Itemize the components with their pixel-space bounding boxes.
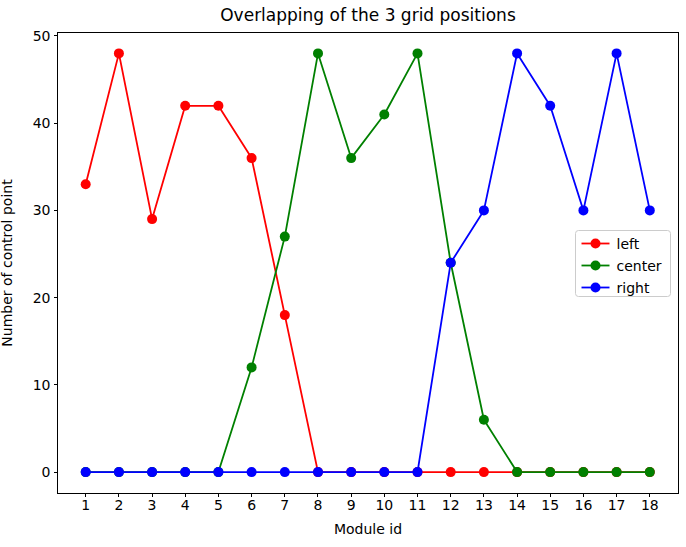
y-tick-label: 30 [33, 202, 51, 218]
marker-center-16 [578, 467, 588, 477]
series-left-line [86, 53, 650, 472]
marker-right-7 [280, 467, 290, 477]
marker-left-13 [479, 467, 489, 477]
marker-center-10 [379, 110, 389, 120]
marker-right-9 [346, 467, 356, 477]
line-chart: 12345678910111213141516171801020304050le… [0, 0, 686, 547]
x-tick-label: 4 [181, 497, 190, 513]
x-tick-label: 6 [247, 497, 256, 513]
legend-label-center: center [617, 258, 662, 274]
marker-right-8 [313, 467, 323, 477]
marker-center-8 [313, 48, 323, 58]
marker-center-14 [512, 467, 522, 477]
y-tick-label: 10 [33, 377, 51, 393]
marker-right-5 [213, 467, 223, 477]
marker-center-7 [280, 232, 290, 242]
figure: Overlapping of the 3 grid positions Numb… [0, 0, 686, 547]
y-tick-label: 20 [33, 290, 51, 306]
x-tick-label: 18 [641, 497, 659, 513]
marker-right-1 [81, 467, 91, 477]
series-center-line [86, 53, 650, 472]
x-tick-label: 11 [409, 497, 427, 513]
marker-center-13 [479, 415, 489, 425]
marker-left-6 [247, 153, 257, 163]
x-tick-label: 2 [114, 497, 123, 513]
marker-right-18 [645, 205, 655, 215]
x-tick-label: 7 [280, 497, 289, 513]
marker-right-13 [479, 205, 489, 215]
marker-right-4 [180, 467, 190, 477]
legend-label-left: left [617, 236, 640, 252]
x-axis: 123456789101112131415161718 [81, 493, 658, 513]
x-tick-label: 5 [214, 497, 223, 513]
x-tick-label: 10 [375, 497, 393, 513]
marker-right-16 [578, 205, 588, 215]
marker-right-15 [545, 101, 555, 111]
marker-center-9 [346, 153, 356, 163]
legend-marker-left [591, 239, 601, 249]
legend-marker-right [591, 283, 601, 293]
series-left [81, 48, 655, 477]
legend-label-right: right [617, 280, 650, 296]
legend-marker-center [591, 261, 601, 271]
marker-center-18 [645, 467, 655, 477]
marker-right-11 [413, 467, 423, 477]
series-center [81, 48, 655, 477]
y-tick-label: 50 [33, 28, 51, 44]
marker-right-3 [147, 467, 157, 477]
x-tick-label: 16 [575, 497, 593, 513]
marker-center-11 [413, 48, 423, 58]
y-axis: 0 10 20 30 40 50 [33, 28, 58, 480]
series-right [81, 48, 655, 477]
x-tick-label: 17 [608, 497, 626, 513]
x-tick-label: 8 [314, 497, 323, 513]
x-tick-label: 14 [508, 497, 526, 513]
y-tick-label: 40 [33, 115, 51, 131]
marker-center-17 [612, 467, 622, 477]
marker-right-12 [446, 258, 456, 268]
marker-right-6 [247, 467, 257, 477]
marker-left-3 [147, 214, 157, 224]
marker-right-2 [114, 467, 124, 477]
x-tick-label: 12 [442, 497, 460, 513]
y-tick-label: 0 [42, 464, 51, 480]
marker-right-17 [612, 48, 622, 58]
marker-left-5 [213, 101, 223, 111]
legend: left center right [576, 231, 671, 297]
marker-left-2 [114, 48, 124, 58]
marker-left-1 [81, 179, 91, 189]
marker-right-10 [379, 467, 389, 477]
x-tick-label: 1 [81, 497, 90, 513]
x-tick-label: 9 [347, 497, 356, 513]
marker-left-4 [180, 101, 190, 111]
marker-right-14 [512, 48, 522, 58]
marker-center-6 [247, 362, 257, 372]
marker-left-12 [446, 467, 456, 477]
x-tick-label: 15 [541, 497, 559, 513]
series-right-line [86, 53, 650, 472]
x-tick-label: 3 [148, 497, 157, 513]
marker-left-7 [280, 310, 290, 320]
x-tick-label: 13 [475, 497, 493, 513]
marker-center-15 [545, 467, 555, 477]
